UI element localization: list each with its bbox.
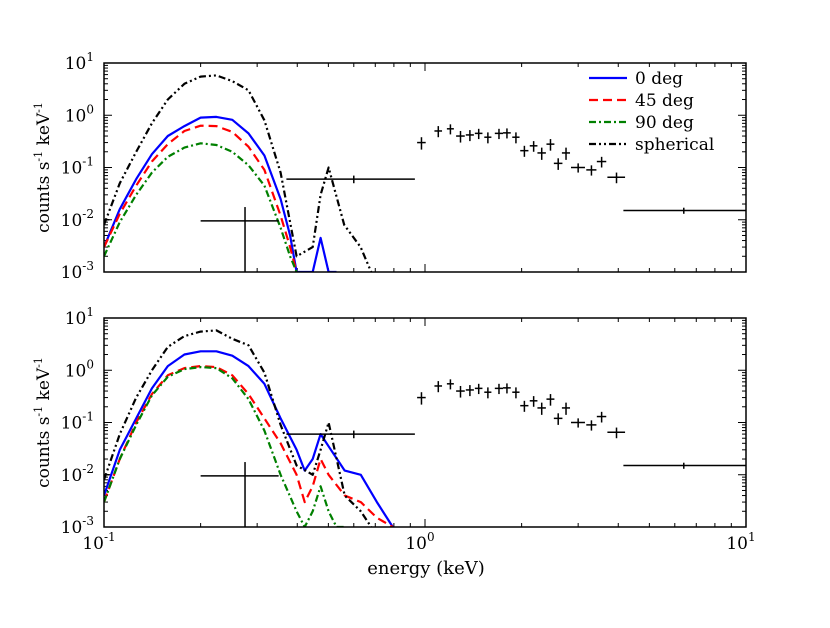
data-point [596,156,607,168]
data-point [434,126,443,138]
data-point [586,165,597,176]
data-point [465,130,474,142]
x-axis-label: energy (keV) [367,558,485,579]
data-point [520,400,529,412]
data-point [537,147,546,160]
data-point [571,418,585,428]
y-tick-label: 10-3 [61,259,94,283]
data-point [623,207,746,214]
panel-top: 10-3 10-2 10-1 100 101 counts s-1 keV-1 0 deg4… [32,50,747,283]
legend-label: 45 deg [635,91,694,111]
data-point [503,128,511,139]
axes-frame [103,62,747,273]
series-line-45-deg [104,365,394,527]
data-point [503,383,511,394]
y-tick-label: 10-1 [61,155,94,179]
axes-frame [103,317,747,528]
data-point [200,207,279,272]
data-point [546,394,555,406]
x-tick-label: 100 [405,530,434,554]
data-point [494,128,504,140]
data-point [465,385,474,397]
y-tick-label: 101 [65,305,94,329]
x-tick-label: 10-1 [82,530,115,554]
data-point [484,387,492,399]
data-point [529,141,538,152]
plot-area [104,329,746,527]
series-line-90-deg [104,366,345,527]
data-point [456,385,465,398]
data-point [474,383,483,395]
y-tick-label: 100 [65,102,94,126]
data-point [512,387,520,399]
data-point [494,383,504,395]
data-point [286,430,415,439]
data-point [553,158,563,170]
data-point [546,139,555,151]
data-point [417,137,426,150]
data-point [456,130,465,143]
data-point [474,128,483,140]
y-axis-label: counts s-1 keV-1 [32,357,54,488]
data-point [512,132,520,144]
x-tick-label: 101 [726,530,755,554]
y-tick-label: 10-1 [61,410,94,434]
data-point [200,462,279,527]
y-tick-label: 100 [65,357,94,381]
data-point [586,420,597,431]
y-tick-label: 10-2 [61,207,94,231]
data-point [623,462,746,469]
legend-label: spherical [635,135,714,155]
data-point [596,411,607,423]
series-line-0-deg [104,350,394,527]
data-point [286,175,415,184]
data-point [484,132,492,144]
plot-area [104,74,746,272]
data-point [434,381,443,393]
data-point [520,145,529,157]
data-point [561,402,571,415]
data-point [446,124,454,135]
legend-label: 90 deg [635,113,694,133]
data-point [561,147,571,160]
data-point [537,402,546,415]
data-point [417,392,426,405]
data-point [607,172,626,184]
data-point [571,163,585,173]
series-line-spherical [104,74,373,272]
legend-label: 0 deg [635,69,683,89]
data-point [607,427,626,439]
y-tick-label: 101 [65,50,94,74]
data-point [529,396,538,407]
series-line-spherical [104,329,373,527]
series-line-0-deg [104,115,337,272]
data-point [553,413,563,425]
data-point [446,379,454,390]
series-line-45-deg [104,124,298,272]
y-tick-label: 10-2 [61,462,94,486]
y-axis-label: counts s-1 keV-1 [32,102,54,233]
